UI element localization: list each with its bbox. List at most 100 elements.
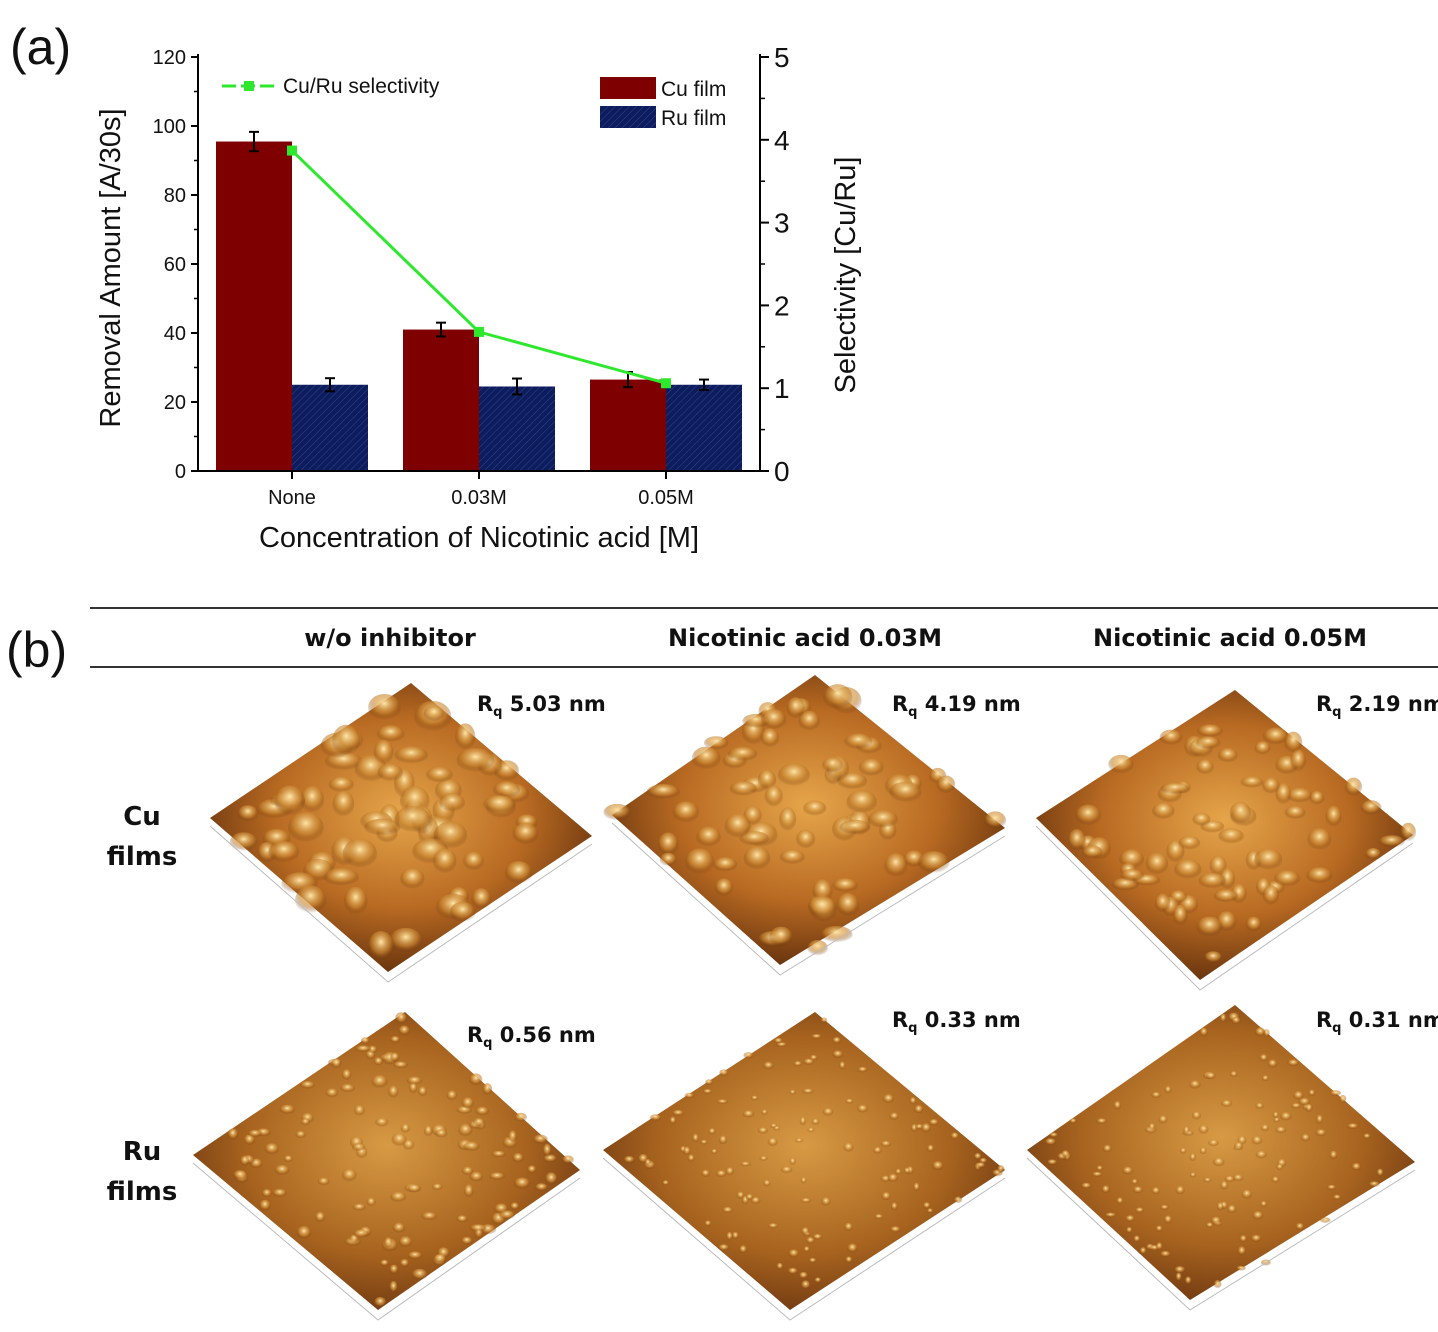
afm-ru-wo-grain <box>446 1090 458 1101</box>
afm-ru-wo-grain <box>463 1184 474 1199</box>
afm-ru-005-grain <box>1319 1217 1331 1224</box>
afm-ru-wo-grain <box>341 1069 352 1081</box>
rq-sub: q <box>908 705 918 721</box>
cu-bar-1 <box>403 329 479 471</box>
afm-cu-wo-grain <box>394 746 428 765</box>
afm-ru-003-grain <box>832 1036 842 1045</box>
afm-cu-003-grain <box>646 784 681 800</box>
afm-cu-003-grain <box>757 769 777 791</box>
afm-ru-003-grain <box>812 1233 823 1241</box>
legend-selectivity-marker <box>244 81 254 91</box>
afm-ru-wo-grain <box>390 1191 407 1203</box>
afm-ru-003-grain <box>845 1098 854 1105</box>
afm-ru-003-grain <box>873 1146 882 1155</box>
afm-ru-003-grain <box>662 1180 670 1186</box>
afm-ru-003-grain <box>649 1114 662 1122</box>
afm-ru-003-grain <box>669 1116 677 1125</box>
afm-ru-005-grain <box>1113 1100 1122 1111</box>
afm-cu-005-grain <box>1192 812 1211 827</box>
afm-ru-005-grain <box>1189 1172 1197 1178</box>
afm-ru-wo-grain <box>411 1268 428 1281</box>
afm-ru-003-grain <box>820 1017 828 1024</box>
afm-ru-wo-grain <box>423 1125 433 1138</box>
afm-ru-003-grain <box>788 1249 800 1259</box>
afm-ru-003-grain <box>975 1162 986 1169</box>
afm-ru-005-grain <box>1116 1197 1124 1205</box>
afm-ru-003-grain <box>903 1167 911 1175</box>
afm-cu-003-grain <box>764 785 783 808</box>
afm-cu-003-grain <box>846 790 877 815</box>
afm-ru-wo-grain <box>352 1203 366 1212</box>
row-label-cu: Cu films <box>82 797 202 877</box>
afm-ru-005-grain <box>1308 1089 1316 1097</box>
afm-cu-005-grain <box>1284 805 1306 820</box>
afm-ru-005-grain <box>1271 1176 1280 1184</box>
afm-cu-003-grain <box>807 939 828 957</box>
afm-ru-005-grain <box>1276 1163 1284 1171</box>
afm-ru-wo-grain <box>390 1052 400 1063</box>
afm-ru-005-grain <box>1231 1016 1241 1025</box>
afm-cu-wo-grain <box>439 792 465 813</box>
afm-cu-003-grain <box>836 893 860 918</box>
afm-ru-003-grain <box>715 1170 727 1178</box>
afm-cu-005-grain <box>1325 805 1342 828</box>
afm-ru-005-grain <box>1159 1250 1171 1258</box>
afm-cu-005 <box>1035 690 1417 991</box>
afm-ru-003-grain <box>761 1109 768 1116</box>
afm-ru-wo-grain <box>227 1128 239 1141</box>
afm-ru-003-grain <box>731 1231 739 1240</box>
afm-ru-005-grain <box>1255 1150 1267 1160</box>
afm-ru-003-grain <box>856 1104 869 1114</box>
afm-cu-003-grain <box>858 758 884 777</box>
afm-ru-wo-grain <box>351 1143 366 1152</box>
afm-ru-003-grain <box>736 1191 745 1200</box>
afm-ru-005-grain <box>1183 1125 1190 1136</box>
afm-cu-005-grain <box>1400 822 1417 843</box>
afm-ru-003-grain <box>821 1197 831 1207</box>
afm-cu-003-grain <box>820 926 853 944</box>
afm-cu-005-grain <box>1290 749 1307 773</box>
row-label-cu-line1: Cu <box>123 802 161 832</box>
afm-ru-003-grain <box>739 1245 747 1255</box>
afm-cu-wo-grain <box>389 927 423 955</box>
afm-cu-005-grain <box>1309 790 1325 806</box>
afm-ru-005-grain <box>1122 1166 1134 1176</box>
afm-ru-003-grain <box>716 1099 729 1105</box>
rq-ru-003: Rq 0.33 nm <box>892 1008 1021 1036</box>
afm-cu-wo-grain <box>449 901 476 924</box>
afm-ru-005-grain <box>1158 1115 1168 1125</box>
afm-cu-005-grain <box>1108 754 1134 775</box>
afm-ru-wo-grain <box>533 1134 548 1145</box>
afm-ru-wo-grain <box>463 1141 480 1152</box>
afm-ru-003-grain <box>763 1179 771 1188</box>
x-tick-label-1: 0.03M <box>451 487 507 509</box>
afm-ru-wo-grain <box>421 1212 438 1221</box>
afm-cu-005-grain <box>1081 845 1103 860</box>
afm-ru-005-grain <box>1229 1071 1238 1078</box>
afm-ru-003-grain <box>743 1052 754 1059</box>
y2-tick-label-3: 3 <box>774 208 790 239</box>
afm-ru-003-grain <box>950 1132 959 1141</box>
afm-ru-wo-grain <box>407 1251 423 1260</box>
afm-ru-003-grain <box>805 1237 815 1245</box>
afm-ru-005-grain <box>1163 1215 1173 1225</box>
afm-ru-005-grain <box>1135 1207 1145 1214</box>
legend-cu-swatch <box>600 77 656 99</box>
afm-ru-003-grain <box>700 1139 708 1145</box>
afm-ru-003-grain <box>702 1088 713 1095</box>
afm-ru-wo-grain <box>279 1104 296 1115</box>
y-tick-label-2: 40 <box>164 323 186 345</box>
afm-ru-005-grain <box>1236 1265 1246 1272</box>
afm-ru-005-grain <box>1061 1150 1070 1158</box>
afm-ru-003-grain <box>889 1112 899 1121</box>
afm-ru-003-grain <box>701 1169 711 1178</box>
afm-ru-003-grain <box>953 1196 963 1204</box>
afm-ru-003-grain <box>808 1257 817 1264</box>
afm-ru-wo-grain <box>534 1183 548 1192</box>
afm-ru-005-grain <box>1151 1091 1161 1099</box>
afm-ru-003-grain <box>880 1140 892 1148</box>
afm-ru-wo-grain <box>299 1080 316 1090</box>
rq-sub: q <box>908 1021 918 1037</box>
afm-ru-005-grain <box>1241 1189 1253 1200</box>
